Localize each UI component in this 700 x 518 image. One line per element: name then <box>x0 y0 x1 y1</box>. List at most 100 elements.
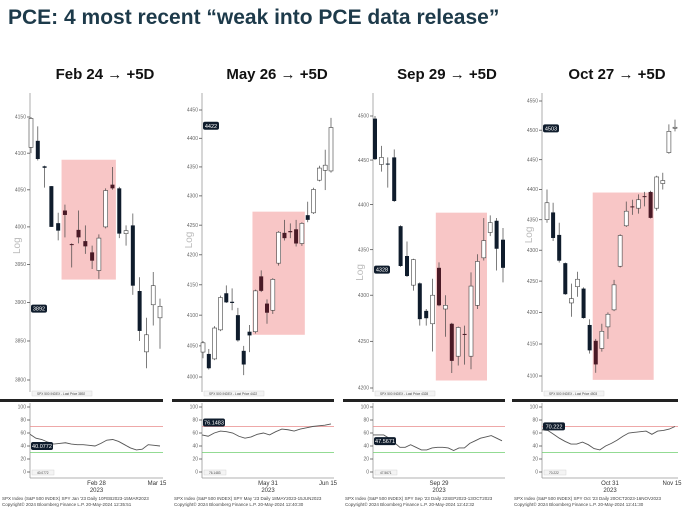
rsi-tick-label: 80 <box>20 418 26 424</box>
y-tick-label: 4100 <box>527 374 538 380</box>
x-tick-label: May 31 <box>258 481 278 487</box>
candle-bear <box>551 212 556 238</box>
candle-bull <box>666 131 672 153</box>
candle-bear <box>42 166 47 168</box>
last-price-label: 3892 <box>33 307 45 313</box>
price-legend-box <box>31 390 93 397</box>
candle-bear <box>230 301 235 303</box>
y-tick-label: 3900 <box>15 300 26 306</box>
candle-bear <box>224 293 229 303</box>
candle-bull <box>544 202 550 221</box>
chart-footer: SPX Index (S&P 500 INDEX) SPY Sep '23 Da… <box>345 496 493 501</box>
candle-bull <box>443 305 448 310</box>
y-tick-label: 4400 <box>358 202 369 208</box>
last-price-badge <box>203 121 219 130</box>
candle-bull <box>575 278 580 288</box>
x-year-label: 2023 <box>432 488 446 494</box>
x-tick-label: Feb 28 <box>87 481 106 487</box>
rsi-legend-box <box>374 469 398 476</box>
x-tick-label: Mar 15 <box>148 481 167 487</box>
candle-bull <box>660 180 666 184</box>
candle-bear <box>110 184 115 189</box>
panel-separator <box>172 399 334 402</box>
y-tick-label: 4450 <box>527 157 538 163</box>
y-tick-label: 4450 <box>187 108 198 114</box>
price-legend: SPX 500 INDEX - Last Price 4503 <box>549 392 597 396</box>
x-year-label: 2023 <box>603 488 617 494</box>
candle-bear <box>385 163 390 165</box>
candle-bear <box>501 239 505 268</box>
rsi-tick-label: 80 <box>192 418 198 424</box>
y-tick-label: 4250 <box>187 223 198 229</box>
candle-bull <box>28 118 34 148</box>
x-year-label: 2023 <box>90 488 104 494</box>
rsi-tick-label: 100 <box>190 405 199 411</box>
x-tick-label: Oct 31 <box>601 481 619 487</box>
candle-bull <box>411 259 416 286</box>
candle-bear <box>206 353 211 369</box>
y-tick-label: 4050 <box>187 344 198 350</box>
rsi-last-badge <box>31 441 53 450</box>
last-price-badge <box>374 265 390 274</box>
rsi-tick-label: 40 <box>363 444 369 450</box>
price-legend: SPX 500 INDEX - Last Price 4422 <box>209 392 257 396</box>
y-tick-label: 4200 <box>187 253 198 259</box>
candle-bear <box>56 223 61 231</box>
candle-bull <box>270 279 276 311</box>
price-legend-box <box>374 390 436 397</box>
rsi-legend: 47.5671 <box>380 471 392 475</box>
panel-title-4: Oct 27 → +5D <box>568 66 666 83</box>
candle-bull <box>103 190 108 228</box>
y-tick-label: 4400 <box>527 187 538 193</box>
rsi-tick-label: 60 <box>532 431 538 437</box>
rsi-last-badge <box>203 418 225 427</box>
candle-bear <box>265 303 269 313</box>
rsi-legend-box <box>543 469 567 476</box>
price-legend: SPX 500 INDEX - Last Price 3892 <box>37 392 85 396</box>
last-price-label: 4503 <box>545 126 557 132</box>
y-tick-label: 4550 <box>527 99 538 105</box>
y-tick-label: 4150 <box>527 342 538 348</box>
y-tick-label: 4350 <box>527 217 538 223</box>
rsi-tick-label: 20 <box>192 457 198 463</box>
rsi-tick-label: 60 <box>192 431 198 437</box>
rsi-last-label: 76.1483 <box>204 421 224 427</box>
y-tick-label: 4350 <box>187 165 198 171</box>
last-price-badge <box>543 124 559 133</box>
chart-footer: Copyright© 2024 Bloomberg Finance L.P. 2… <box>2 501 132 507</box>
candle-bear <box>593 340 598 365</box>
candle-bear <box>83 241 88 247</box>
y-tick-label: 4050 <box>15 188 26 194</box>
chart-footer: Copyright© 2024 Bloomberg Finance L.P. 2… <box>514 501 644 507</box>
candle-bear <box>49 186 54 227</box>
candle-bear <box>373 118 377 160</box>
y-tick-label: 3850 <box>15 339 26 345</box>
y-tick-label: 4100 <box>187 313 198 319</box>
candle-bear <box>282 232 287 239</box>
candle-bear <box>642 196 647 198</box>
candle-bull <box>475 261 480 306</box>
candle-bull <box>605 313 611 328</box>
candle-bear <box>117 188 122 234</box>
y-axis-label: Log <box>184 232 195 249</box>
candle-bear <box>630 206 635 208</box>
candle-bull <box>430 294 435 325</box>
rsi-last-badge <box>543 422 565 431</box>
price-legend-box <box>203 390 265 397</box>
panel-separator <box>0 399 163 402</box>
candle-bull <box>311 189 316 214</box>
y-tick-label: 3800 <box>15 378 26 384</box>
candle-bull <box>328 127 334 172</box>
candle-bear <box>563 263 568 295</box>
y-tick-label: 4200 <box>358 386 369 392</box>
y-tick-label: 4300 <box>358 293 369 299</box>
rsi-tick-label: 20 <box>20 457 26 463</box>
price-legend-box <box>543 390 605 397</box>
candle-bear <box>462 333 467 335</box>
rsi-tick-label: 100 <box>530 405 539 411</box>
candle-bull <box>569 298 574 304</box>
candle-bear <box>137 291 142 331</box>
rsi-tick-label: 20 <box>363 457 369 463</box>
